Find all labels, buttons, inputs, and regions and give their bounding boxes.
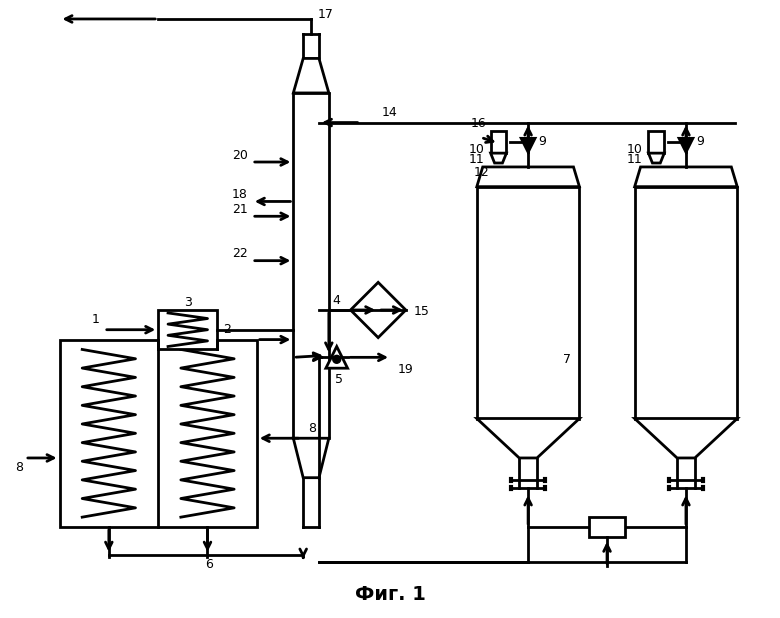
Text: 8: 8 [15,461,23,475]
Polygon shape [350,282,406,337]
Text: 18: 18 [232,188,248,201]
Text: 6: 6 [206,558,214,571]
Bar [293,93,329,438]
Polygon shape [326,347,348,368]
Bar [648,132,665,153]
Text: 12: 12 [474,166,490,179]
Polygon shape [293,59,329,93]
Text: 3: 3 [184,295,192,308]
Circle shape [333,355,341,363]
Polygon shape [477,418,580,458]
Polygon shape [679,138,693,152]
Text: 16: 16 [471,117,487,130]
Text: 20: 20 [232,148,248,161]
Polygon shape [293,438,329,478]
Text: 2: 2 [223,323,231,336]
Text: 19: 19 [398,363,413,376]
Text: 11: 11 [469,153,484,166]
Polygon shape [648,153,665,163]
Polygon shape [477,167,580,187]
Bar [635,187,737,418]
Polygon shape [491,153,506,163]
Text: Фиг. 1: Фиг. 1 [355,585,425,604]
Text: 11: 11 [627,153,643,166]
Text: 9: 9 [696,135,704,148]
Text: 8: 8 [308,422,316,435]
Text: 14: 14 [382,106,398,119]
Text: 9: 9 [538,135,546,148]
Text: 1: 1 [92,313,100,326]
Text: 21: 21 [232,203,248,216]
Text: 5: 5 [335,373,342,386]
Text: 17: 17 [318,7,334,20]
Polygon shape [635,418,737,458]
Text: 4: 4 [333,294,341,307]
Bar [589,517,625,537]
Text: 10: 10 [627,143,643,156]
Polygon shape [635,167,737,187]
Text: 7: 7 [562,353,571,366]
Bar [491,132,506,153]
Bar [158,310,218,349]
Bar [59,339,257,527]
Text: 10: 10 [469,143,485,156]
Text: 15: 15 [413,305,430,318]
Text: 22: 22 [232,247,248,260]
Bar [477,187,580,418]
Polygon shape [521,138,535,152]
